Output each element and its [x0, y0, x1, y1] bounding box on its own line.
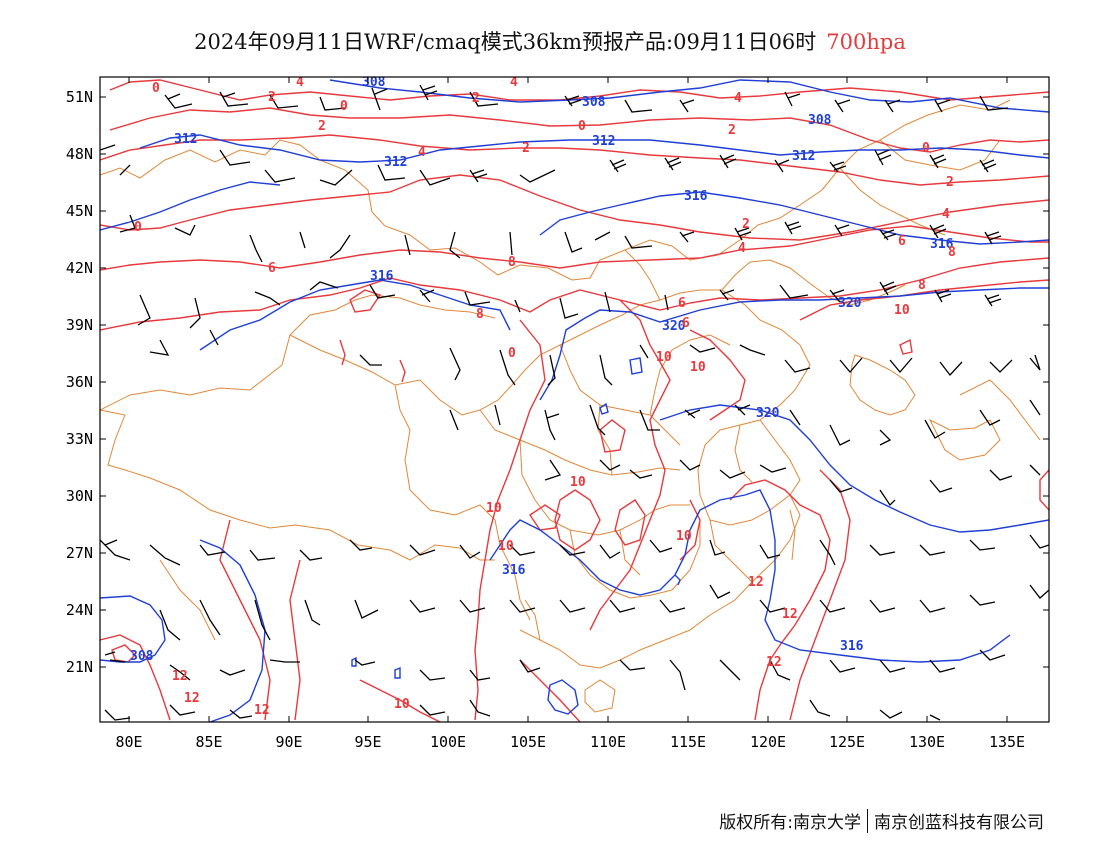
- temperature-label: 2: [742, 217, 750, 232]
- temperature-label: 2: [946, 175, 954, 190]
- height-label: 312: [792, 149, 815, 164]
- height-label: 308: [582, 95, 606, 110]
- temperature-label: 10: [894, 303, 910, 318]
- temperature-label: 4: [734, 91, 742, 106]
- temperature-label: 8: [918, 278, 926, 293]
- temperature-label: 12: [172, 669, 188, 684]
- y-tick-label: 39N: [66, 316, 93, 334]
- height-label: 316: [840, 639, 864, 654]
- height-label: 316: [502, 563, 526, 578]
- y-tick-label: 33N: [66, 430, 93, 448]
- x-tick-label: 135E: [989, 733, 1025, 751]
- y-tick-label: 36N: [66, 373, 93, 391]
- temperature-label: 4: [418, 145, 426, 160]
- x-axis-labels: 80E 85E 90E 95E 100E 105E 110E 115E 120E…: [115, 733, 1025, 751]
- x-tick-label: 115E: [670, 733, 706, 751]
- temperature-label: 4: [738, 241, 746, 256]
- y-tick-label: 30N: [66, 487, 93, 505]
- temperature-label: 0: [578, 119, 586, 134]
- y-axis-labels: 51N 48N 45N 42N 39N 36N 33N 30N 27N 24N …: [66, 88, 93, 676]
- temperature-label: 6: [898, 234, 906, 249]
- footer-divider: [867, 808, 868, 833]
- map-layers: 308 308 308 312 312 312 312 316 316 316 …: [100, 75, 1049, 722]
- temperature-label: 0: [134, 220, 142, 235]
- x-tick-label: 80E: [115, 733, 142, 751]
- temperature-label: 10: [486, 501, 502, 516]
- temperature-label: 2: [472, 91, 480, 106]
- x-tick-label: 85E: [195, 733, 222, 751]
- temperature-label: 2: [522, 141, 530, 156]
- temperature-label: 2: [268, 90, 276, 105]
- x-tick-label: 95E: [354, 733, 381, 751]
- temperature-label: 4: [942, 207, 950, 222]
- x-tick-label: 105E: [510, 733, 546, 751]
- height-labels: 308 308 308 312 312 312 312 316 316 316 …: [130, 77, 954, 664]
- y-tick-label: 48N: [66, 145, 93, 163]
- temperature-label: 4: [296, 75, 304, 90]
- x-tick-label: 110E: [590, 733, 626, 751]
- temperature-label: 8: [476, 307, 484, 322]
- height-label: 308: [130, 649, 154, 664]
- height-label: 312: [384, 155, 407, 170]
- y-tick-label: 24N: [66, 601, 93, 619]
- tick-marks: [100, 77, 1049, 722]
- temperature-label: 0: [922, 141, 930, 156]
- temperature-label: 10: [394, 697, 410, 712]
- height-label: 316: [370, 269, 394, 284]
- temperature-label: 12: [254, 703, 270, 718]
- footer-copyright: 版权所有:南京大学: [719, 813, 861, 833]
- temperature-label: 12: [782, 607, 798, 622]
- temperature-label: 0: [508, 346, 516, 361]
- height-contours: [100, 79, 1049, 722]
- title-main: 2024年09月11日WRF/cmaq模式36km预报产品:09月11日06时: [194, 30, 817, 54]
- temperature-label: 10: [656, 350, 672, 365]
- plot-frame: [99, 76, 1050, 723]
- temperature-label: 0: [152, 81, 160, 96]
- x-tick-label: 90E: [275, 733, 302, 751]
- title-level: 700hpa: [826, 30, 906, 54]
- y-tick-label: 42N: [66, 259, 93, 277]
- temperature-label: 8: [508, 255, 516, 270]
- x-tick-label: 130E: [909, 733, 945, 751]
- height-label: 312: [592, 134, 615, 149]
- y-tick-label: 27N: [66, 544, 93, 562]
- temperature-label: 12: [766, 655, 782, 670]
- temperature-label: 6: [268, 261, 276, 276]
- height-label: 316: [684, 189, 708, 204]
- temperature-label: 4: [510, 75, 518, 90]
- footer: 版权所有:南京大学 南京创蓝科技有限公司: [719, 808, 1044, 833]
- temperature-label: 12: [184, 691, 200, 706]
- temperature-label: 10: [498, 539, 514, 554]
- height-label: 320: [662, 319, 686, 334]
- temperature-label: 0: [340, 99, 348, 114]
- x-tick-label: 100E: [430, 733, 466, 751]
- y-tick-label: 21N: [66, 658, 93, 676]
- height-label: 320: [756, 406, 780, 421]
- temperature-label: 10: [676, 529, 692, 544]
- height-label: 320: [838, 296, 862, 311]
- temperature-label: 8: [948, 245, 956, 260]
- footer-company: 南京创蓝科技有限公司: [874, 813, 1044, 833]
- temperature-label: 2: [728, 123, 736, 138]
- temperature-label: 10: [690, 360, 706, 375]
- y-tick-label: 45N: [66, 202, 93, 220]
- temperature-label: 6: [682, 316, 690, 331]
- y-tick-label: 51N: [66, 88, 93, 106]
- border-lines: [100, 99, 1041, 713]
- temperature-label: 6: [678, 296, 686, 311]
- temperature-label: 2: [318, 119, 326, 134]
- height-label: 316: [930, 237, 954, 252]
- temperature-contours: [100, 79, 1049, 722]
- height-label: 312: [174, 132, 197, 147]
- wind-barbs: [100, 84, 1049, 721]
- x-tick-label: 125E: [829, 733, 865, 751]
- x-tick-label: 120E: [750, 733, 786, 751]
- temperature-label: 10: [570, 475, 586, 490]
- temperature-label: 12: [748, 575, 764, 590]
- height-label: 308: [808, 113, 832, 128]
- map-title: 2024年09月11日WRF/cmaq模式36km预报产品:09月11日06时 7…: [0, 26, 1100, 56]
- temperature-labels: 0 4 2 0 4 2 0 2 4 2 0 2 4 0 2 4 6 8 2 4 …: [134, 75, 956, 718]
